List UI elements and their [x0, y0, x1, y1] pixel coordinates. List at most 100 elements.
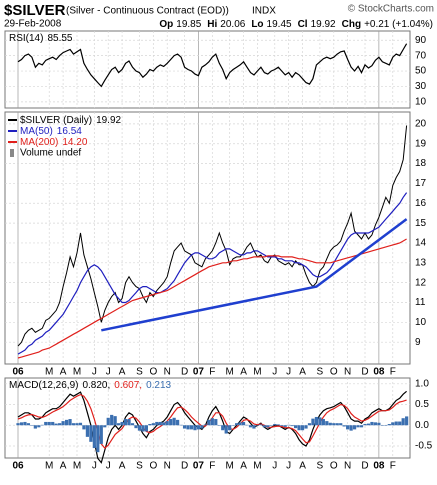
legend-swatch — [10, 149, 14, 157]
x-tick-label: A — [299, 461, 306, 472]
histogram-bar — [144, 425, 148, 432]
x-tick-label: M — [225, 461, 233, 472]
quote-value: 19.85 — [176, 19, 201, 30]
x-tick-label: 07 — [193, 367, 205, 378]
histogram-bar — [304, 425, 308, 429]
histogram-bar — [158, 421, 162, 426]
histogram-bar — [23, 421, 27, 426]
x-tick-label: M — [73, 367, 81, 378]
histogram-bar — [325, 421, 329, 426]
histogram-bar — [26, 423, 31, 426]
histogram-bar — [127, 419, 131, 426]
histogram-bar — [349, 425, 353, 431]
histogram-bar — [300, 425, 305, 431]
copyright: © StockCharts.com — [348, 4, 434, 15]
histogram-bar — [193, 425, 197, 431]
histogram-bar — [40, 424, 44, 426]
series-line — [17, 192, 408, 355]
histogram-bar — [214, 419, 218, 426]
y-tick-label: 70 — [415, 50, 427, 61]
histogram-bar — [106, 417, 110, 426]
histogram-bar — [200, 425, 204, 429]
panel-frame — [4, 111, 411, 365]
histogram-bar — [391, 422, 395, 426]
histogram-bar — [172, 417, 176, 426]
histogram-bar — [394, 421, 398, 426]
histogram-bar — [19, 422, 24, 426]
legend-value: 0.213 — [146, 380, 171, 391]
legend-value: 0.820, — [82, 380, 110, 391]
x-tick-label: J — [286, 367, 291, 378]
histogram-bar — [321, 419, 325, 426]
histogram-bar — [235, 423, 239, 426]
histogram-bar — [123, 419, 128, 426]
quote-value: +0.21 (+1.04%) — [364, 19, 433, 30]
histogram-bar — [189, 425, 194, 430]
histogram-bar — [255, 425, 260, 426]
y-tick-label: 16 — [415, 198, 427, 209]
histogram-bar — [366, 423, 371, 426]
histogram-bar — [352, 425, 357, 430]
histogram-bar — [273, 424, 277, 426]
histogram-bar — [387, 424, 391, 426]
histogram-bar — [92, 425, 96, 449]
histogram-bar — [221, 425, 225, 431]
y-tick-label: 30 — [415, 81, 427, 92]
quote-label: Chg — [342, 19, 361, 30]
trend-line — [101, 218, 408, 332]
series-line — [17, 393, 407, 449]
y-tick-label: 11 — [415, 297, 426, 308]
histogram-bar — [248, 425, 253, 428]
legend-name: MACD(12,26,9) — [9, 380, 78, 391]
legend-value: 16.54 — [57, 126, 82, 137]
x-tick-label: F — [209, 367, 215, 378]
legend-name: MA(200) — [20, 137, 58, 148]
histogram-bar — [203, 424, 207, 426]
x-tick-label: S — [317, 367, 324, 378]
quote-value: 20.06 — [220, 19, 245, 30]
x-tick-label: J — [92, 367, 97, 378]
quote-label: Lo — [251, 19, 263, 30]
histogram-bar — [33, 425, 37, 429]
histogram-bar — [207, 419, 211, 426]
x-tick-label: J — [272, 367, 277, 378]
instrument-name: (Silver - Continuous Contract (EOD)) — [66, 6, 229, 17]
histogram-bar — [405, 416, 409, 426]
panel-frame — [4, 30, 411, 109]
legend-name: RSI(14) — [9, 33, 43, 44]
histogram-bar — [398, 421, 402, 426]
histogram-bar — [346, 425, 350, 430]
x-tick-label: F — [390, 461, 396, 472]
y-tick-label: 10 — [415, 317, 427, 328]
histogram-bar — [339, 423, 343, 426]
histogram-bar — [64, 419, 69, 426]
legend-note: Volume undef — [20, 148, 81, 159]
y-tick-label: 14 — [415, 238, 427, 249]
histogram-bar — [155, 421, 159, 426]
histogram-bar — [318, 417, 322, 426]
series-line — [17, 238, 407, 359]
histogram-bar — [283, 425, 287, 427]
legend-entry: RSI(14) 85.55 — [9, 33, 73, 44]
histogram-bar — [89, 425, 93, 442]
quote-label: Hi — [207, 19, 217, 30]
x-tick-label: N — [344, 367, 351, 378]
symbol: $SILVER — [4, 2, 66, 19]
histogram-bar — [380, 425, 384, 426]
legend-value: 19.92 — [96, 115, 121, 126]
x-tick-label: S — [317, 461, 324, 472]
y-tick-label: 50 — [415, 66, 427, 77]
y-tick-label: 9 — [415, 337, 421, 348]
x-tick-label: M — [253, 367, 261, 378]
quote-label: Cl — [298, 19, 308, 30]
x-tick-label: N — [164, 461, 171, 472]
histogram-bar — [377, 422, 381, 426]
histogram-bar — [269, 425, 273, 426]
panel: 06 M A M J J A S O N D 07 F M A M J J A S O N D 08 F1.00.50.0-0.… — [4, 377, 433, 472]
y-tick-label: 20 — [415, 119, 427, 130]
histogram-bar — [401, 418, 405, 426]
histogram-bar — [276, 424, 280, 426]
y-tick-label: 19 — [415, 138, 427, 149]
x-tick-label: F — [209, 461, 215, 472]
x-tick-label: M — [225, 367, 233, 378]
